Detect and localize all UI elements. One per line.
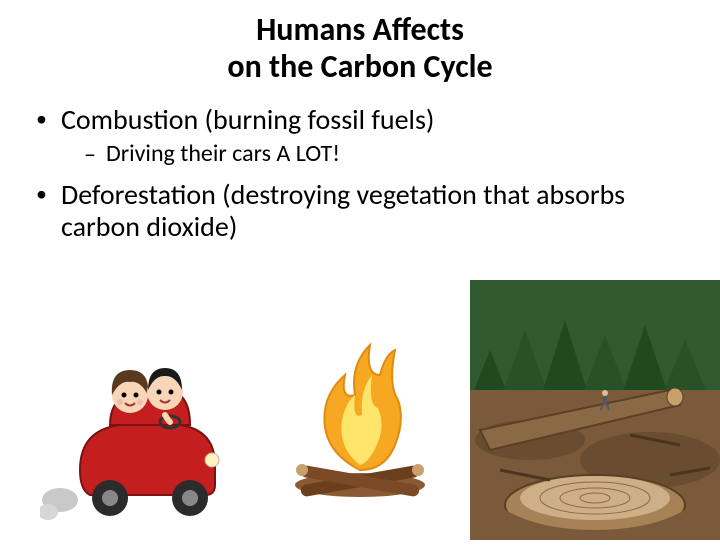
bullet-text: Combustion (burning fossil fuels)	[61, 104, 434, 136]
image-row	[0, 280, 720, 540]
bullet-combustion: • Combustion (burning fossil fuels)	[36, 104, 684, 136]
title-line-2: on the Carbon Cycle	[0, 49, 720, 86]
fire-image	[270, 320, 450, 510]
car-image	[40, 340, 230, 530]
car-cartoon-icon	[40, 340, 230, 530]
subbullet-text: Driving their cars A LOT!	[106, 140, 340, 168]
campfire-icon	[270, 320, 450, 510]
slide-title: Humans Affects on the Carbon Cycle	[0, 0, 720, 86]
bullet-dot-icon: •	[36, 104, 47, 135]
bullet-deforestation: • Deforestation (destroying vegetation t…	[36, 179, 684, 243]
content-area: • Combustion (burning fossil fuels) – Dr…	[0, 86, 720, 244]
bullet-dot-icon: •	[36, 179, 47, 210]
bullet-text: Deforestation (destroying vegetation tha…	[61, 179, 684, 243]
subbullet-driving: – Driving their cars A LOT!	[84, 140, 684, 169]
bullet-dash-icon: –	[84, 140, 96, 169]
forest-image	[470, 280, 720, 540]
deforestation-icon	[470, 280, 720, 540]
title-line-1: Humans Affects	[0, 12, 720, 49]
